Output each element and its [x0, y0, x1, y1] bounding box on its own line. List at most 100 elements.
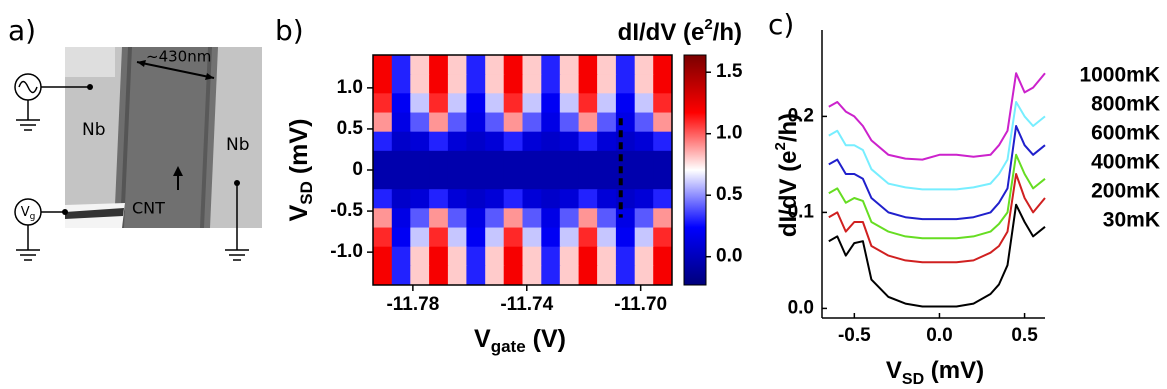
arrow-head — [137, 60, 146, 67]
heatmap-cell — [429, 189, 449, 209]
series-line — [828, 125, 1046, 221]
heatmap-cell — [410, 112, 430, 133]
x-tick-label: -0.5 — [838, 325, 871, 346]
heatmap-cell — [578, 170, 598, 190]
heatmap-cell — [373, 93, 393, 114]
heatmap-cell — [466, 246, 486, 267]
heatmap-cell — [391, 74, 412, 94]
heatmap-cell — [503, 246, 524, 267]
heatmap-cell — [485, 265, 505, 285]
heatmap-cell — [503, 93, 524, 114]
heatmap-cell — [597, 112, 617, 133]
contact-dot — [62, 209, 68, 215]
text: (mV) — [924, 357, 984, 384]
heatmap-cell — [503, 265, 524, 285]
colorbar-tick-label: 1.0 — [716, 123, 742, 144]
heatmap-cell — [653, 189, 672, 209]
y-tick-label: 0.2 — [788, 105, 814, 126]
legend-label: 400mK — [1091, 151, 1160, 174]
text: 2 — [772, 142, 789, 150]
y-axis-label: dI/dV (e2/h) — [772, 113, 802, 237]
x-tick-label: 0.0 — [926, 325, 952, 346]
heatmap-cell — [541, 93, 561, 114]
heatmap-cell — [522, 227, 542, 248]
heatmap-cell — [653, 150, 672, 171]
y-tick-label: 0.0 — [788, 297, 814, 318]
heatmap-cell — [485, 131, 505, 152]
heatmap-cell — [466, 208, 486, 229]
heatmap-cell — [597, 265, 617, 285]
heatmap-cell — [597, 227, 617, 248]
y-tick-label: 1.0 — [337, 77, 363, 98]
heatmap-cell — [597, 208, 617, 229]
heatmap-cell — [597, 74, 617, 94]
arrow-head — [173, 166, 183, 176]
scale-label: ~430nm — [146, 48, 211, 66]
text: (mV) — [285, 119, 313, 182]
heatmap-cell — [429, 150, 449, 171]
heatmap-cell — [485, 227, 505, 248]
heatmap-cell — [373, 55, 393, 75]
heatmap-cell — [447, 112, 468, 133]
heatmap-cell — [429, 246, 449, 267]
heatmap-cell — [578, 150, 598, 171]
text: SD — [297, 181, 316, 205]
heatmap-cell — [541, 170, 561, 190]
heatmap-cell — [559, 227, 580, 248]
text: V — [21, 205, 30, 220]
sine — [18, 80, 38, 94]
heatmap-cell — [634, 131, 655, 152]
heatmap-cell — [615, 208, 636, 229]
heatmap-cell — [466, 93, 486, 114]
heatmap-cell — [503, 227, 524, 248]
heatmap-cell — [653, 112, 672, 133]
ground — [225, 249, 249, 261]
legend-label: 600mK — [1091, 122, 1160, 145]
text: V — [285, 204, 313, 221]
heatmap-cell — [522, 189, 542, 209]
heatmap-cell — [522, 131, 542, 152]
x-tick-label: -11.70 — [614, 294, 667, 315]
heatmap-cell — [391, 208, 412, 229]
heatmap-cell — [578, 189, 598, 209]
legend-label: 800mK — [1091, 93, 1160, 116]
y-axis-label: VSD (mV) — [285, 119, 317, 222]
heatmap-cell — [447, 246, 468, 267]
heatmap-cell — [634, 265, 655, 285]
heatmap-cell — [410, 131, 430, 152]
heatmap-cell — [653, 55, 672, 75]
heatmap-cell — [373, 74, 393, 94]
panel-label: b) — [275, 14, 304, 47]
heatmap-cell — [597, 246, 617, 267]
contact-label: Nb — [82, 120, 106, 140]
heatmap-cell — [578, 55, 598, 75]
heatmap-cell — [522, 150, 542, 171]
edge — [200, 47, 218, 228]
heatmap-cell — [541, 246, 561, 267]
heatmap-cell — [578, 93, 598, 114]
heatmap-cell — [391, 55, 412, 75]
heatmap-cell — [522, 265, 542, 285]
heatmap-cell — [578, 74, 598, 94]
heatmap-cell — [634, 189, 655, 209]
heatmap-cell — [503, 74, 524, 94]
heatmap-cell — [391, 131, 412, 152]
heatmap-cell — [410, 55, 430, 75]
edge — [114, 47, 132, 228]
heatmap-cell — [653, 170, 672, 190]
heatmap-cell — [485, 170, 505, 190]
heatmap-cell — [429, 265, 449, 285]
panel-label: a) — [8, 14, 36, 47]
heatmap-cell — [541, 227, 561, 248]
heatmap-cell — [503, 55, 524, 75]
heatmap-cell — [429, 74, 449, 94]
arrow-head — [205, 73, 214, 80]
heatmap-cell — [634, 55, 655, 75]
heatmap-cell — [485, 150, 505, 171]
heatmap-cell — [466, 265, 486, 285]
gate-source-label: Vg — [21, 205, 36, 222]
heatmap-cell — [447, 170, 468, 190]
heatmap-cell — [373, 246, 393, 267]
text: dI/dV (e — [775, 151, 802, 238]
heatmap-cell — [503, 208, 524, 229]
